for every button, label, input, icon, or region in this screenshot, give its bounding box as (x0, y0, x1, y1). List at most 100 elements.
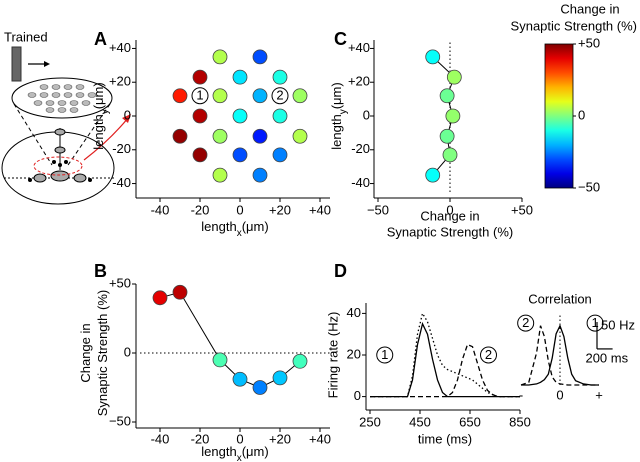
marker (232, 371, 248, 387)
series-line (521, 324, 599, 386)
colorbar-tick-label: 0 (578, 107, 585, 122)
dot (272, 108, 288, 124)
dot (252, 128, 268, 144)
x-tick-label: -40 (151, 202, 170, 217)
axis-label: lengthx(μm) (201, 219, 268, 239)
dot (172, 128, 188, 144)
colorbar-title: Synaptic Strength (%) (511, 18, 637, 33)
colorbar-tick-label: −50 (578, 179, 600, 194)
scale-label: 50 Hz (601, 317, 635, 332)
dot (212, 49, 228, 65)
annotation: 1 (381, 347, 388, 362)
x-tick-label: -20 (191, 431, 210, 446)
y-tick-label: -40 (112, 175, 131, 190)
marker (212, 352, 228, 368)
y-tick-label: 0 (124, 107, 131, 122)
x-tick-label: 0 (236, 431, 243, 446)
axis-label: Change in (78, 323, 93, 382)
receptive-field (11, 77, 113, 119)
annotation: 2 (276, 88, 283, 103)
highlight-arrow (83, 117, 129, 161)
x-tick-label: −50 (367, 202, 389, 217)
x-tick-label: + (595, 387, 603, 402)
dot (292, 128, 308, 144)
arrow-head (44, 61, 50, 67)
axis-label-part: length (91, 114, 106, 149)
dot (252, 49, 268, 65)
cone-line (13, 103, 53, 166)
schematic: Trained (1, 29, 131, 205)
x-tick-label: +20 (269, 431, 291, 446)
marker (152, 290, 168, 306)
axis-label: lengthy(μm) (329, 82, 349, 149)
x-tick-label: -40 (151, 431, 170, 446)
axis-label-part: x (237, 228, 242, 239)
y-tick-label: 0 (363, 107, 370, 122)
y-tick-label: -20 (351, 141, 370, 156)
annotation-circle (480, 346, 497, 364)
y-tick-label: +40 (109, 40, 131, 55)
axis-label-part: y (100, 109, 111, 114)
highlight (33, 156, 83, 176)
soma-mid (54, 146, 66, 154)
dot (192, 108, 208, 124)
axis-label-part: y (338, 109, 349, 114)
series-line (370, 321, 520, 398)
annotation: 1 (196, 88, 203, 103)
marker (446, 69, 462, 85)
x-tick-label: +50 (511, 202, 533, 217)
axis-label-part: length (201, 444, 236, 459)
colorbar-tick-label: +50 (578, 35, 600, 50)
panel-letter: A (94, 29, 107, 49)
x-tick-label: 450 (409, 414, 431, 429)
dot (212, 88, 228, 104)
dot (192, 147, 208, 163)
panel-letter: D (334, 261, 347, 281)
axis-label: time (ms) (418, 431, 472, 446)
synapses (28, 160, 92, 182)
y-tick-label: +50 (109, 275, 131, 290)
x-tick-label: 0 (556, 387, 563, 402)
axis-label: lengthy(μm) (91, 82, 111, 149)
axis-label-part: length (329, 114, 344, 149)
dot (272, 69, 288, 85)
panel-letter: B (94, 261, 107, 281)
dot (232, 147, 248, 163)
annotation: 2 (485, 347, 492, 362)
dot (252, 167, 268, 183)
series-line (370, 343, 520, 398)
dot (232, 108, 248, 124)
x-tick-label: +20 (269, 202, 291, 217)
axis-label: Synaptic Strength (%) (387, 224, 513, 239)
series-line (370, 311, 520, 398)
inset-title: Correlation (528, 291, 592, 306)
x-tick-label: 650 (459, 414, 481, 429)
annotation-circle (271, 87, 289, 105)
y-tick-label: -40 (351, 175, 370, 190)
marker (425, 167, 441, 183)
series-line (520, 325, 599, 386)
annotation: 1 (591, 315, 598, 330)
stimulus-bar (11, 46, 22, 82)
dot (292, 88, 308, 104)
dot (212, 128, 228, 144)
axis-label-part: (μm) (91, 82, 106, 109)
neighbor (33, 173, 47, 183)
y-tick-label: −50 (109, 413, 131, 428)
dot (252, 88, 268, 104)
x-tick-label: -20 (191, 202, 210, 217)
axis-label: lengthx(μm) (201, 444, 268, 462)
x-tick-label: - (519, 387, 523, 402)
x-tick-label: 850 (509, 414, 531, 429)
x-tick-label: +40 (309, 431, 331, 446)
field-dots (27, 84, 97, 113)
marker (439, 88, 455, 104)
panel-letter: C (334, 29, 347, 49)
axis-label: Change in (420, 208, 479, 223)
soma-top (54, 128, 66, 136)
dot (212, 167, 228, 183)
colorbar-title: Change in (560, 1, 619, 16)
axis-label-part: length (201, 219, 236, 234)
